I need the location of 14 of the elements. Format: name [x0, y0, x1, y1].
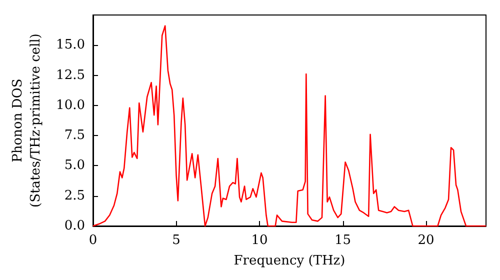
- x-tick-label: 0: [88, 233, 98, 248]
- x-tick-label: 20: [418, 233, 434, 248]
- y-tick-label: 2.5: [64, 188, 85, 204]
- y-tick-label: 0.0: [64, 218, 85, 234]
- y-tick-label: 5.0: [64, 158, 85, 174]
- x-axis-title: Frequency (THz): [234, 253, 346, 268]
- x-tick-label: 5: [172, 233, 180, 248]
- x-tick-label: 15: [334, 233, 352, 248]
- y-tick-label: 15.0: [56, 38, 85, 53]
- y-tick-label: 12.5: [56, 68, 85, 83]
- y-tick-label: 10.0: [56, 98, 85, 113]
- y-tick-label: 7.5: [64, 128, 85, 144]
- x-tick-label: 10: [251, 233, 268, 248]
- y-axis-title: Phonon DOS (States/THz·primitive cell): [10, 33, 44, 208]
